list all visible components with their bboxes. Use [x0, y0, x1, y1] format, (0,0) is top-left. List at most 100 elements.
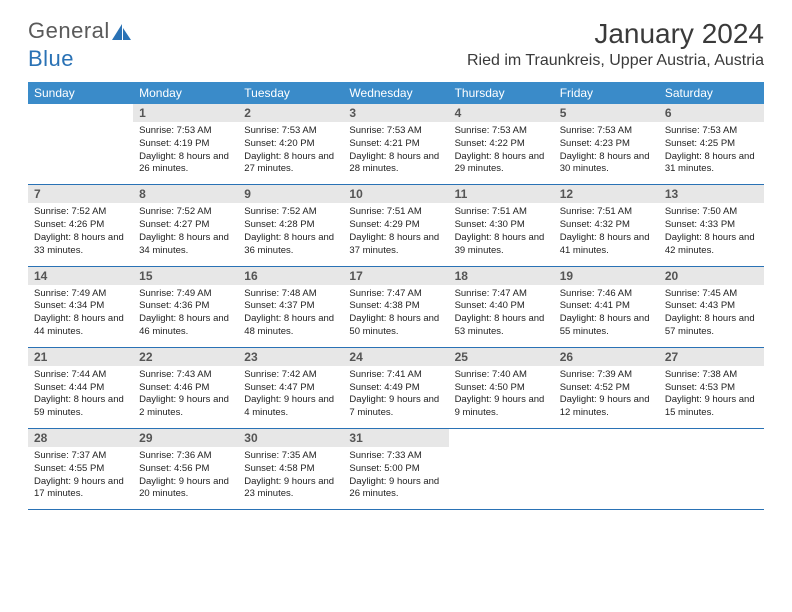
day-number: 11: [449, 185, 554, 203]
day-number: 31: [343, 429, 448, 447]
calendar-week-row: 28Sunrise: 7:37 AMSunset: 4:55 PMDayligh…: [28, 429, 764, 510]
day-body: Sunrise: 7:53 AMSunset: 4:23 PMDaylight:…: [554, 122, 659, 184]
day-number: 18: [449, 267, 554, 285]
day-body: Sunrise: 7:49 AMSunset: 4:36 PMDaylight:…: [133, 285, 238, 347]
day-body: Sunrise: 7:41 AMSunset: 4:49 PMDaylight:…: [343, 366, 448, 428]
day-body: Sunrise: 7:53 AMSunset: 4:25 PMDaylight:…: [659, 122, 764, 184]
weekday-header: Saturday: [659, 82, 764, 104]
calendar-day-cell: 20Sunrise: 7:45 AMSunset: 4:43 PMDayligh…: [659, 266, 764, 347]
calendar-day-cell: 3Sunrise: 7:53 AMSunset: 4:21 PMDaylight…: [343, 104, 448, 185]
day-body: Sunrise: 7:53 AMSunset: 4:19 PMDaylight:…: [133, 122, 238, 184]
weekday-row: SundayMondayTuesdayWednesdayThursdayFrid…: [28, 82, 764, 104]
calendar-day-cell: 17Sunrise: 7:47 AMSunset: 4:38 PMDayligh…: [343, 266, 448, 347]
day-body: [449, 433, 554, 493]
day-number: 4: [449, 104, 554, 122]
day-body: Sunrise: 7:52 AMSunset: 4:28 PMDaylight:…: [238, 203, 343, 265]
day-body: Sunrise: 7:39 AMSunset: 4:52 PMDaylight:…: [554, 366, 659, 428]
calendar-day-cell: 31Sunrise: 7:33 AMSunset: 5:00 PMDayligh…: [343, 429, 448, 510]
day-body: Sunrise: 7:53 AMSunset: 4:20 PMDaylight:…: [238, 122, 343, 184]
weekday-header: Thursday: [449, 82, 554, 104]
day-body: Sunrise: 7:48 AMSunset: 4:37 PMDaylight:…: [238, 285, 343, 347]
calendar-day-cell: 8Sunrise: 7:52 AMSunset: 4:27 PMDaylight…: [133, 185, 238, 266]
day-number: 10: [343, 185, 448, 203]
day-number: 9: [238, 185, 343, 203]
calendar-day-cell: 22Sunrise: 7:43 AMSunset: 4:46 PMDayligh…: [133, 347, 238, 428]
calendar-day-cell: 9Sunrise: 7:52 AMSunset: 4:28 PMDaylight…: [238, 185, 343, 266]
day-body: Sunrise: 7:35 AMSunset: 4:58 PMDaylight:…: [238, 447, 343, 509]
calendar-day-cell: 24Sunrise: 7:41 AMSunset: 4:49 PMDayligh…: [343, 347, 448, 428]
calendar-week-row: 14Sunrise: 7:49 AMSunset: 4:34 PMDayligh…: [28, 266, 764, 347]
day-number: 22: [133, 348, 238, 366]
day-number: 1: [133, 104, 238, 122]
calendar-day-cell: 7Sunrise: 7:52 AMSunset: 4:26 PMDaylight…: [28, 185, 133, 266]
day-body: Sunrise: 7:44 AMSunset: 4:44 PMDaylight:…: [28, 366, 133, 428]
logo: General Blue: [28, 18, 132, 72]
calendar-day-cell: 4Sunrise: 7:53 AMSunset: 4:22 PMDaylight…: [449, 104, 554, 185]
day-body: Sunrise: 7:33 AMSunset: 5:00 PMDaylight:…: [343, 447, 448, 509]
month-title: January 2024: [467, 18, 764, 50]
day-body: Sunrise: 7:42 AMSunset: 4:47 PMDaylight:…: [238, 366, 343, 428]
day-body: Sunrise: 7:52 AMSunset: 4:26 PMDaylight:…: [28, 203, 133, 265]
day-number: 14: [28, 267, 133, 285]
location: Ried im Traunkreis, Upper Austria, Austr…: [467, 52, 764, 70]
calendar-day-cell: 29Sunrise: 7:36 AMSunset: 4:56 PMDayligh…: [133, 429, 238, 510]
day-number: 16: [238, 267, 343, 285]
calendar-head: SundayMondayTuesdayWednesdayThursdayFrid…: [28, 82, 764, 104]
sail-icon: [112, 20, 132, 46]
calendar-day-cell: 13Sunrise: 7:50 AMSunset: 4:33 PMDayligh…: [659, 185, 764, 266]
calendar-day-cell: 25Sunrise: 7:40 AMSunset: 4:50 PMDayligh…: [449, 347, 554, 428]
logo-word1: General: [28, 18, 110, 43]
calendar-day-cell: 12Sunrise: 7:51 AMSunset: 4:32 PMDayligh…: [554, 185, 659, 266]
calendar-day-cell: 15Sunrise: 7:49 AMSunset: 4:36 PMDayligh…: [133, 266, 238, 347]
calendar-day-cell: 1Sunrise: 7:53 AMSunset: 4:19 PMDaylight…: [133, 104, 238, 185]
day-number: 8: [133, 185, 238, 203]
calendar-day-cell: 30Sunrise: 7:35 AMSunset: 4:58 PMDayligh…: [238, 429, 343, 510]
day-number: 7: [28, 185, 133, 203]
day-body: Sunrise: 7:46 AMSunset: 4:41 PMDaylight:…: [554, 285, 659, 347]
day-number: 15: [133, 267, 238, 285]
day-number: 3: [343, 104, 448, 122]
calendar-week-row: 1Sunrise: 7:53 AMSunset: 4:19 PMDaylight…: [28, 104, 764, 185]
logo-word2: Blue: [28, 46, 74, 71]
day-number: 27: [659, 348, 764, 366]
calendar-day-cell: [28, 104, 133, 185]
day-number: 29: [133, 429, 238, 447]
day-number: 20: [659, 267, 764, 285]
day-body: Sunrise: 7:52 AMSunset: 4:27 PMDaylight:…: [133, 203, 238, 265]
day-body: Sunrise: 7:49 AMSunset: 4:34 PMDaylight:…: [28, 285, 133, 347]
day-body: [659, 433, 764, 493]
day-number: 17: [343, 267, 448, 285]
day-body: Sunrise: 7:53 AMSunset: 4:22 PMDaylight:…: [449, 122, 554, 184]
calendar-day-cell: 21Sunrise: 7:44 AMSunset: 4:44 PMDayligh…: [28, 347, 133, 428]
calendar-day-cell: 5Sunrise: 7:53 AMSunset: 4:23 PMDaylight…: [554, 104, 659, 185]
day-number: 25: [449, 348, 554, 366]
day-number: 26: [554, 348, 659, 366]
calendar-day-cell: 23Sunrise: 7:42 AMSunset: 4:47 PMDayligh…: [238, 347, 343, 428]
day-number: 21: [28, 348, 133, 366]
day-body: Sunrise: 7:43 AMSunset: 4:46 PMDaylight:…: [133, 366, 238, 428]
calendar-day-cell: 11Sunrise: 7:51 AMSunset: 4:30 PMDayligh…: [449, 185, 554, 266]
calendar-day-cell: 16Sunrise: 7:48 AMSunset: 4:37 PMDayligh…: [238, 266, 343, 347]
day-body: [28, 108, 133, 168]
calendar-day-cell: 28Sunrise: 7:37 AMSunset: 4:55 PMDayligh…: [28, 429, 133, 510]
day-body: Sunrise: 7:45 AMSunset: 4:43 PMDaylight:…: [659, 285, 764, 347]
calendar-day-cell: [659, 429, 764, 510]
day-body: Sunrise: 7:47 AMSunset: 4:40 PMDaylight:…: [449, 285, 554, 347]
day-number: 13: [659, 185, 764, 203]
weekday-header: Friday: [554, 82, 659, 104]
calendar-day-cell: 27Sunrise: 7:38 AMSunset: 4:53 PMDayligh…: [659, 347, 764, 428]
calendar-day-cell: 19Sunrise: 7:46 AMSunset: 4:41 PMDayligh…: [554, 266, 659, 347]
calendar-day-cell: [449, 429, 554, 510]
day-number: 2: [238, 104, 343, 122]
day-number: 12: [554, 185, 659, 203]
day-body: Sunrise: 7:51 AMSunset: 4:30 PMDaylight:…: [449, 203, 554, 265]
day-number: 30: [238, 429, 343, 447]
day-number: 19: [554, 267, 659, 285]
calendar-day-cell: 18Sunrise: 7:47 AMSunset: 4:40 PMDayligh…: [449, 266, 554, 347]
day-number: 23: [238, 348, 343, 366]
day-number: 5: [554, 104, 659, 122]
title-block: January 2024 Ried im Traunkreis, Upper A…: [467, 18, 764, 70]
day-number: 24: [343, 348, 448, 366]
day-number: 6: [659, 104, 764, 122]
calendar-day-cell: 14Sunrise: 7:49 AMSunset: 4:34 PMDayligh…: [28, 266, 133, 347]
